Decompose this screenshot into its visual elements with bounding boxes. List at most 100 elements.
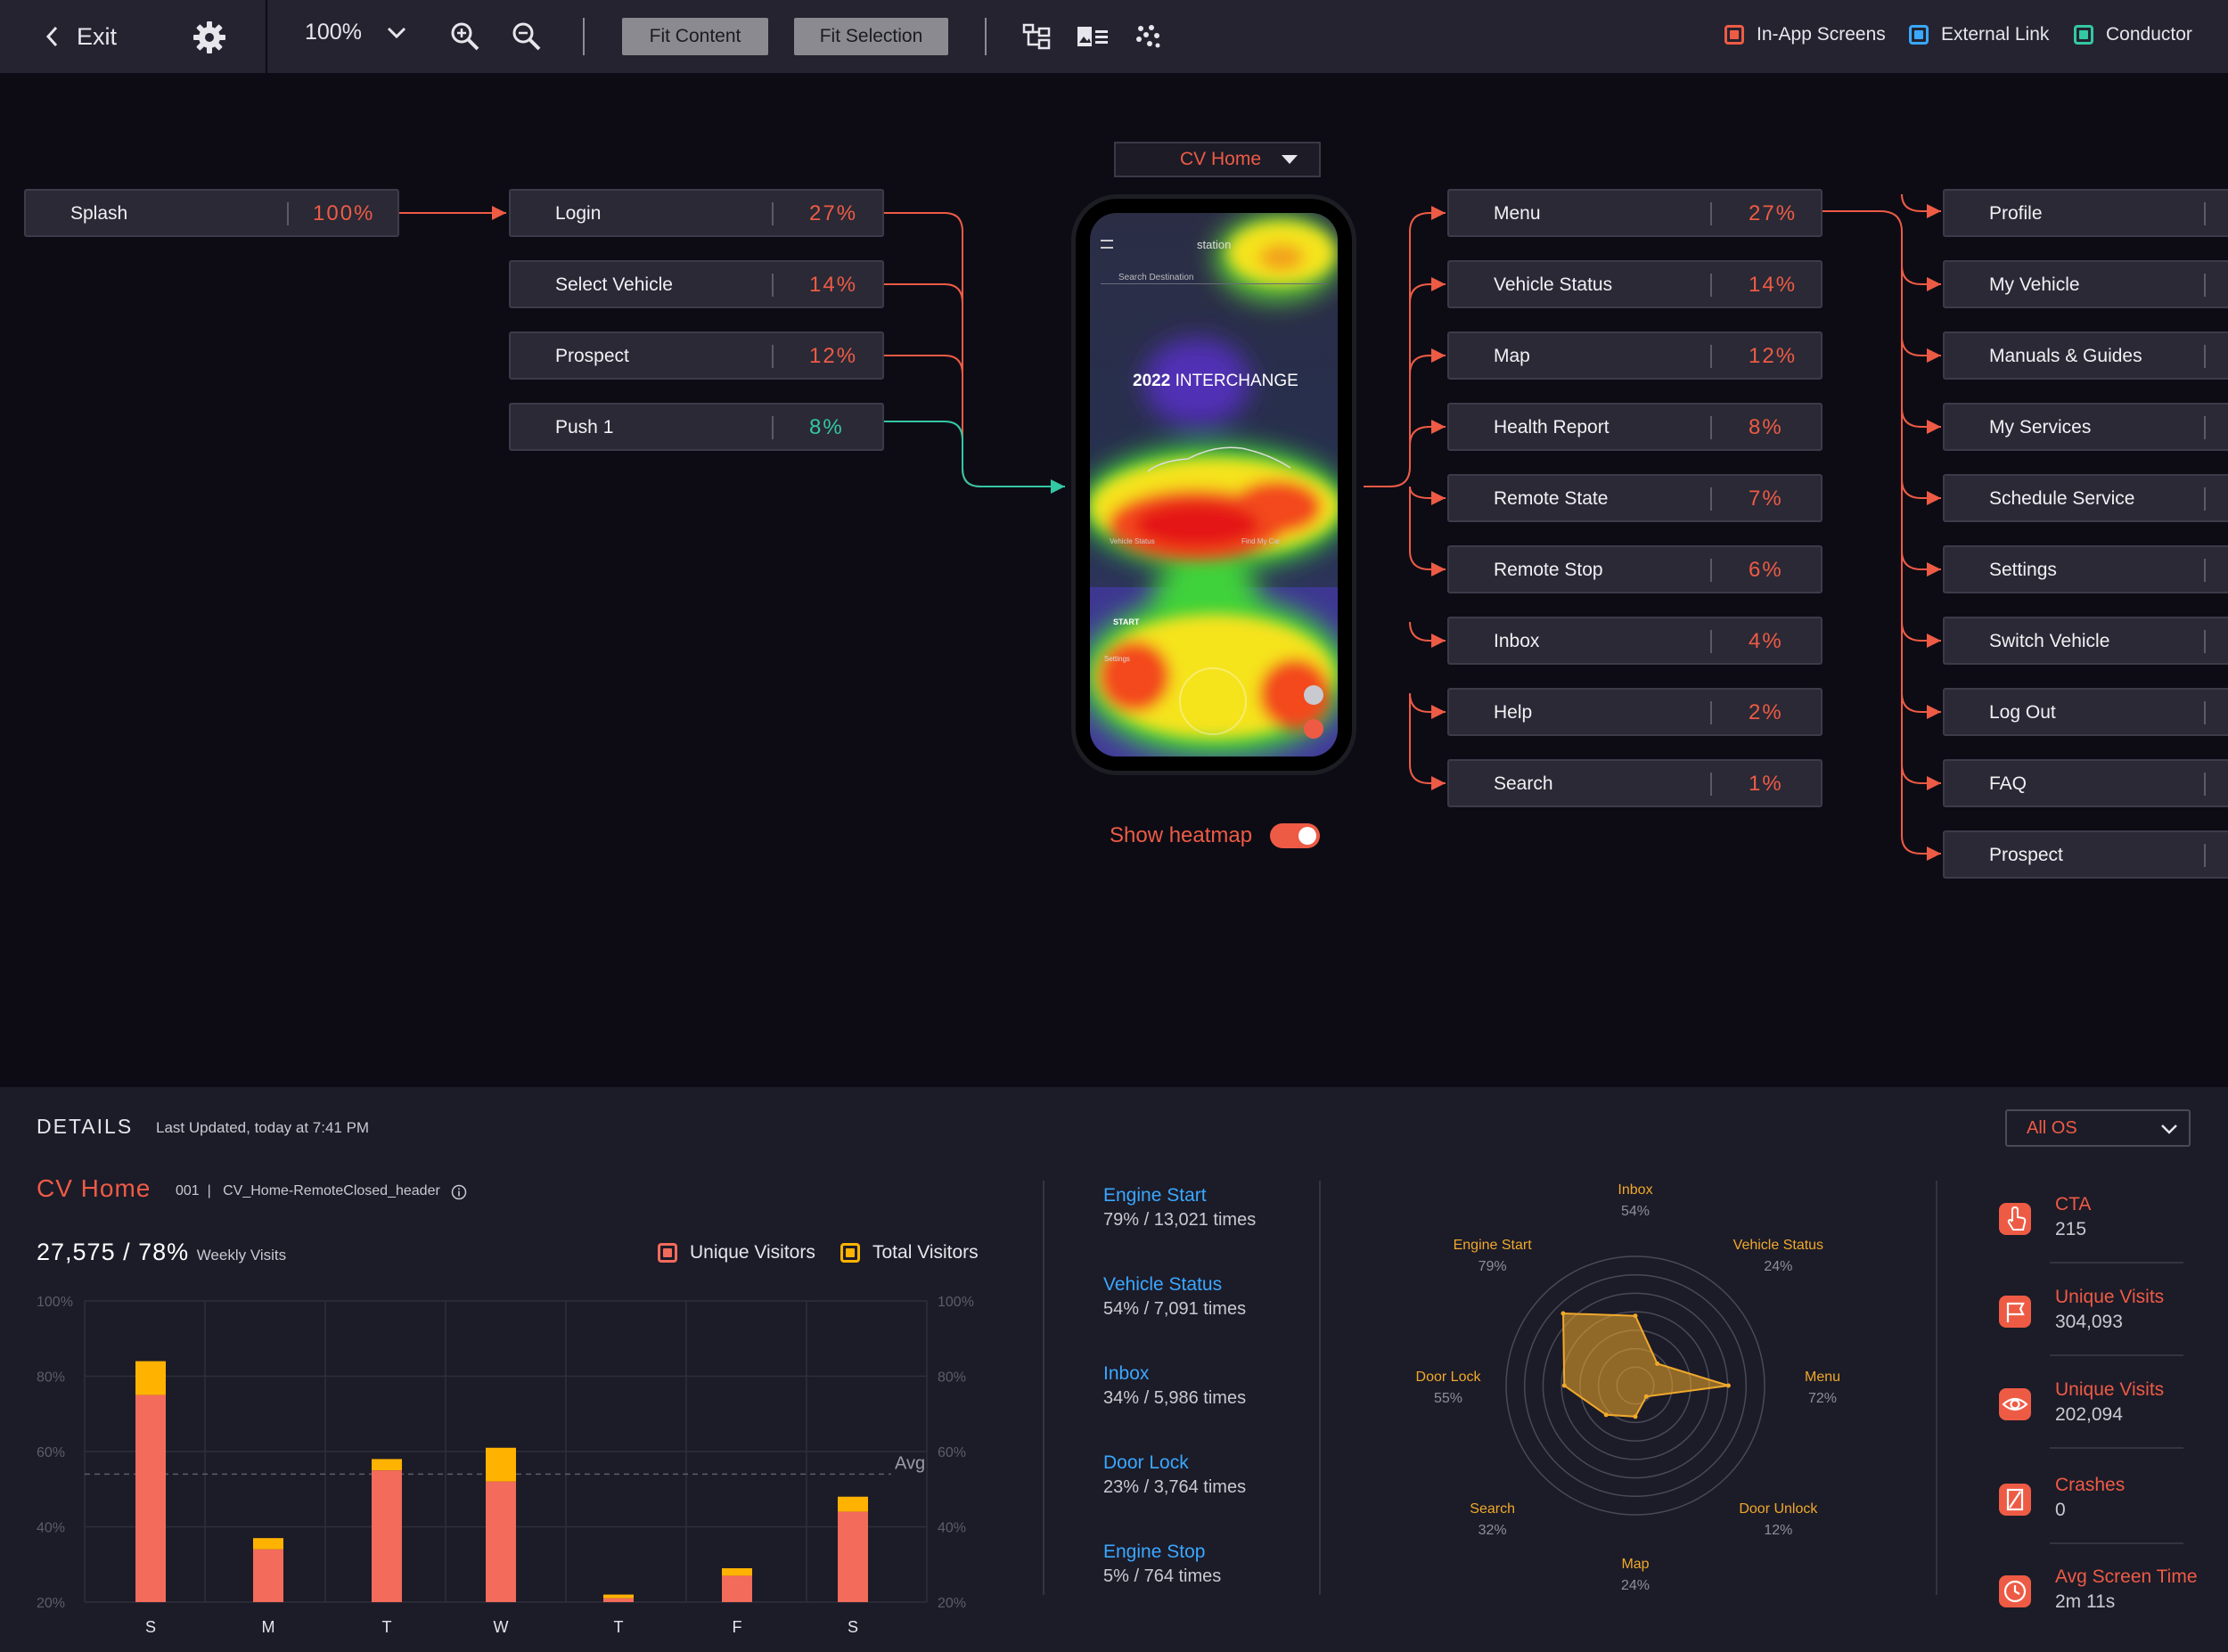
node-percent: 8%: [1749, 415, 1783, 439]
node-label: Switch Vehicle: [1989, 631, 2110, 651]
os-filter-select[interactable]: All OS: [2005, 1109, 2191, 1147]
screen-id-separator: |: [203, 1183, 219, 1198]
radar-axis-label: Vehicle Status: [1732, 1237, 1824, 1253]
node-separator: [1710, 630, 1712, 653]
flow-node-menu-child[interactable]: Prospect: [1943, 830, 2228, 879]
flow-node-outbound[interactable]: Map 12%: [1447, 331, 1823, 380]
radar-point: [1560, 1311, 1566, 1316]
panel-divider: [1043, 1181, 1044, 1595]
bar-total[interactable]: [372, 1459, 402, 1471]
node-percent: 6%: [1749, 558, 1783, 582]
bar-total[interactable]: [603, 1594, 634, 1599]
radar-axis-percent: 55%: [1433, 1391, 1463, 1406]
unique-swatch: [658, 1243, 677, 1263]
node-separator: [772, 345, 774, 368]
flow-node-menu-child[interactable]: Schedule Service: [1943, 474, 2228, 522]
flow-node-menu-child[interactable]: Log Out: [1943, 688, 2228, 736]
screen-id-line: 001 | CV_Home-RemoteClosed_header: [176, 1183, 440, 1199]
zoom-out-icon[interactable]: [512, 21, 542, 52]
metric-name[interactable]: Vehicle Status: [1103, 1274, 1223, 1295]
bar-unique[interactable]: [372, 1470, 402, 1602]
flow-node-inbound[interactable]: Prospect 12%: [509, 331, 884, 380]
bar-unique[interactable]: [135, 1394, 166, 1602]
metric-name[interactable]: Engine Start: [1103, 1185, 1207, 1206]
x-tick-label: T: [614, 1618, 624, 1636]
flow-node-menu-child[interactable]: FAQ: [1943, 759, 2228, 807]
flow-node-outbound[interactable]: Inbox 4%: [1447, 617, 1823, 665]
phone-vehicle-status-btn: Vehicle Status: [1110, 537, 1155, 545]
bar-total[interactable]: [486, 1447, 516, 1482]
flow-node-outbound[interactable]: Search 1%: [1447, 759, 1823, 807]
metric-value: 5% / 764 times: [1103, 1566, 1222, 1586]
legend-total-visitors: Total Visitors: [840, 1242, 979, 1264]
node-label: Manuals & Guides: [1989, 346, 2142, 366]
fit-selection-button[interactable]: Fit Selection: [794, 18, 948, 55]
screen-selector[interactable]: CV Home: [1114, 142, 1321, 177]
node-separator: [1710, 202, 1712, 225]
kpi-value: 304,093: [2055, 1312, 2123, 1332]
node-percent: 12%: [1749, 344, 1798, 368]
fit-content-button[interactable]: Fit Content: [622, 18, 768, 55]
info-icon[interactable]: [451, 1184, 467, 1200]
node-separator: [2204, 345, 2206, 368]
flow-node-outbound[interactable]: Vehicle Status 14%: [1447, 260, 1823, 308]
y-tick-label-right: 100%: [938, 1295, 974, 1310]
heatmap-toggle[interactable]: Show heatmap: [1110, 823, 1321, 848]
metric-name[interactable]: Door Lock: [1103, 1452, 1189, 1473]
eye-icon: [1999, 1388, 2031, 1420]
flow-node-outbound[interactable]: Health Report 8%: [1447, 403, 1823, 451]
flow-node-outbound[interactable]: Remote State 7%: [1447, 474, 1823, 522]
metric-name[interactable]: Inbox: [1103, 1363, 1150, 1384]
flow-node-menu-child[interactable]: Profile: [1943, 189, 2228, 237]
legend-external-link-label: External Link: [1941, 24, 2050, 45]
flow-node-outbound[interactable]: Menu 27%: [1447, 189, 1823, 237]
flow-node-splash[interactable]: Splash 100%: [24, 189, 399, 237]
y-tick-label-left: 20%: [37, 1596, 65, 1611]
phone-preview[interactable]: station Search Destination 2022 INTERCHA…: [1071, 194, 1356, 775]
flow-node-menu-child[interactable]: Manuals & Guides: [1943, 331, 2228, 380]
flow-node-menu-child[interactable]: My Vehicle: [1943, 260, 2228, 308]
bar-unique[interactable]: [253, 1549, 283, 1602]
flow-node-menu-child[interactable]: Switch Vehicle: [1943, 617, 2228, 665]
bar-unique[interactable]: [603, 1598, 634, 1602]
node-label: Settings: [1989, 560, 2057, 580]
flow-node-outbound[interactable]: Help 2%: [1447, 688, 1823, 736]
exit-button[interactable]: Exit: [45, 18, 117, 55]
toggle-switch[interactable]: [1270, 823, 1321, 848]
flow-node-inbound[interactable]: Push 1 8%: [509, 403, 884, 451]
panel-divider: [1319, 1181, 1321, 1595]
flow-node-outbound[interactable]: Remote Stop 6%: [1447, 545, 1823, 593]
flow-node-inbound[interactable]: Select Vehicle 14%: [509, 260, 884, 308]
tree-layout-icon[interactable]: [1022, 23, 1051, 50]
phone-start-label: START: [1113, 617, 1140, 626]
bar-unique[interactable]: [722, 1575, 752, 1602]
node-separator: [2204, 202, 2206, 225]
node-separator: [2204, 274, 2206, 297]
phone-remote-dial: [1179, 667, 1247, 735]
toolbar-divider: [266, 0, 267, 73]
card-list-icon[interactable]: [1077, 26, 1109, 47]
bar-unique[interactable]: [486, 1481, 516, 1602]
gear-icon[interactable]: [192, 20, 226, 54]
zoom-in-icon[interactable]: [450, 21, 480, 52]
bar-total[interactable]: [135, 1361, 166, 1395]
flow-node-menu-child[interactable]: My Services: [1943, 403, 2228, 451]
metric-name[interactable]: Engine Stop: [1103, 1542, 1206, 1562]
flow-node-menu-child[interactable]: Settings: [1943, 545, 2228, 593]
node-label: Inbox: [1494, 631, 1540, 651]
bar-total[interactable]: [253, 1538, 283, 1550]
bar-unique[interactable]: [838, 1511, 868, 1602]
radar-chart: [1505, 1255, 1765, 1516]
scatter-icon[interactable]: [1135, 24, 1160, 49]
radar-point: [1725, 1383, 1731, 1388]
radar-axis-percent: 24%: [1764, 1258, 1793, 1274]
y-tick-label-right: 80%: [938, 1370, 966, 1386]
node-label: Prospect: [555, 346, 629, 366]
bar-total[interactable]: [838, 1496, 868, 1512]
x-tick-label: W: [494, 1618, 509, 1636]
bar-total[interactable]: [722, 1567, 752, 1576]
chevron-left-icon: [45, 26, 58, 47]
flow-node-inbound[interactable]: Login 27%: [509, 189, 884, 237]
y-tick-label-left: 80%: [37, 1370, 65, 1386]
zoom-select[interactable]: 100%: [305, 20, 406, 45]
